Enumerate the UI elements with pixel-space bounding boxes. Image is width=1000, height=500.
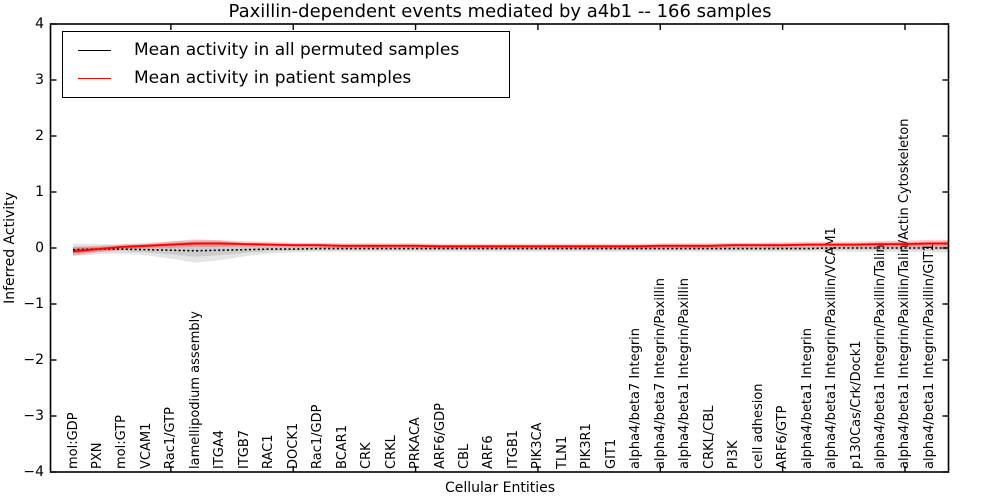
y-tick-label: 1 <box>35 184 44 200</box>
y-tick-label: 3 <box>35 72 44 88</box>
x-category-label: PRKACA <box>408 417 424 469</box>
x-category-label: alpha4/beta1 Integrin/Paxillin/Talin/Act… <box>897 118 913 469</box>
x-category-label: BCAR1 <box>334 425 350 469</box>
x-category-label: alpha4/beta1 Integrin/Paxillin/GIT1 <box>921 243 937 469</box>
x-category-label: ITGB7 <box>236 429 252 469</box>
x-category-label: PXN <box>89 442 105 469</box>
legend-entry-permuted: Mean activity in all permuted samples <box>78 41 509 60</box>
x-category-label: RAC1 <box>261 434 277 469</box>
legend-label-patient: Mean activity in patient samples <box>134 68 412 88</box>
x-category-label: alpha4/beta1 Integrin <box>799 327 815 469</box>
y-tick-label: 2 <box>35 128 44 144</box>
x-category-label: p130Cas/Crk/Dock1 <box>848 340 864 469</box>
x-category-label: alpha4/beta7 Integrin/Paxillin <box>652 277 668 469</box>
x-category-label: ITGB1 <box>505 429 521 469</box>
legend: Mean activity in all permuted samples Me… <box>62 31 510 98</box>
x-category-label: alpha4/beta1 Integrin/Paxillin <box>677 277 693 469</box>
x-category-label: TLN1 <box>554 435 570 469</box>
x-category-label: ARF6/GTP <box>775 405 791 469</box>
x-category-label: Rac1/GDP <box>310 404 326 469</box>
x-category-label: alpha4/beta1 Integrin/Paxillin/VCAM1 <box>824 227 840 469</box>
y-tick-label: 0 <box>35 240 44 256</box>
legend-entry-patient: Mean activity in patient samples <box>78 69 509 88</box>
x-category-label: Rac1/GTP <box>163 407 179 469</box>
x-category-label: VCAM1 <box>138 422 154 469</box>
y-tick-label: −3 <box>23 408 44 424</box>
x-category-label: alpha4/beta1 Integrin/Paxillin/Talin <box>873 244 888 469</box>
x-category-label: mol:GDP <box>65 412 81 469</box>
x-category-label: mol:GTP <box>114 415 130 469</box>
y-tick-label: 4 <box>35 16 44 32</box>
y-tick-label: −2 <box>23 352 44 368</box>
y-tick-label: −1 <box>23 296 44 312</box>
x-category-label: ARF6/GDP <box>432 403 448 469</box>
x-category-label: CRKL/CBL <box>701 405 717 470</box>
red-line-swatch <box>78 78 111 79</box>
chart-title: Paxillin-dependent events mediated by a4… <box>228 1 772 22</box>
x-category-label: GIT1 <box>603 438 619 469</box>
legend-label-permuted: Mean activity in all permuted samples <box>134 40 460 60</box>
x-category-label: CRK <box>359 442 375 469</box>
x-category-label: ARF6 <box>481 435 497 469</box>
x-category-label: PIK3CA <box>530 422 546 469</box>
x-category-label: PIK3R1 <box>579 423 595 469</box>
x-category-label: alpha4/beta7 Integrin <box>628 327 644 469</box>
x-category-label: lamellipodium assembly <box>187 311 203 469</box>
x-category-label: CBL <box>457 443 473 469</box>
black-line-swatch <box>78 50 111 51</box>
x-category-label: cell adhesion <box>750 383 766 469</box>
x-category-label: DOCK1 <box>285 422 301 469</box>
x-category-label: PI3K <box>726 440 742 469</box>
x-axis-label: Cellular Entities <box>444 480 556 496</box>
x-category-label: CRKL <box>383 435 399 469</box>
y-tick-label: −4 <box>23 464 44 480</box>
x-category-label: ITGA4 <box>212 429 228 469</box>
